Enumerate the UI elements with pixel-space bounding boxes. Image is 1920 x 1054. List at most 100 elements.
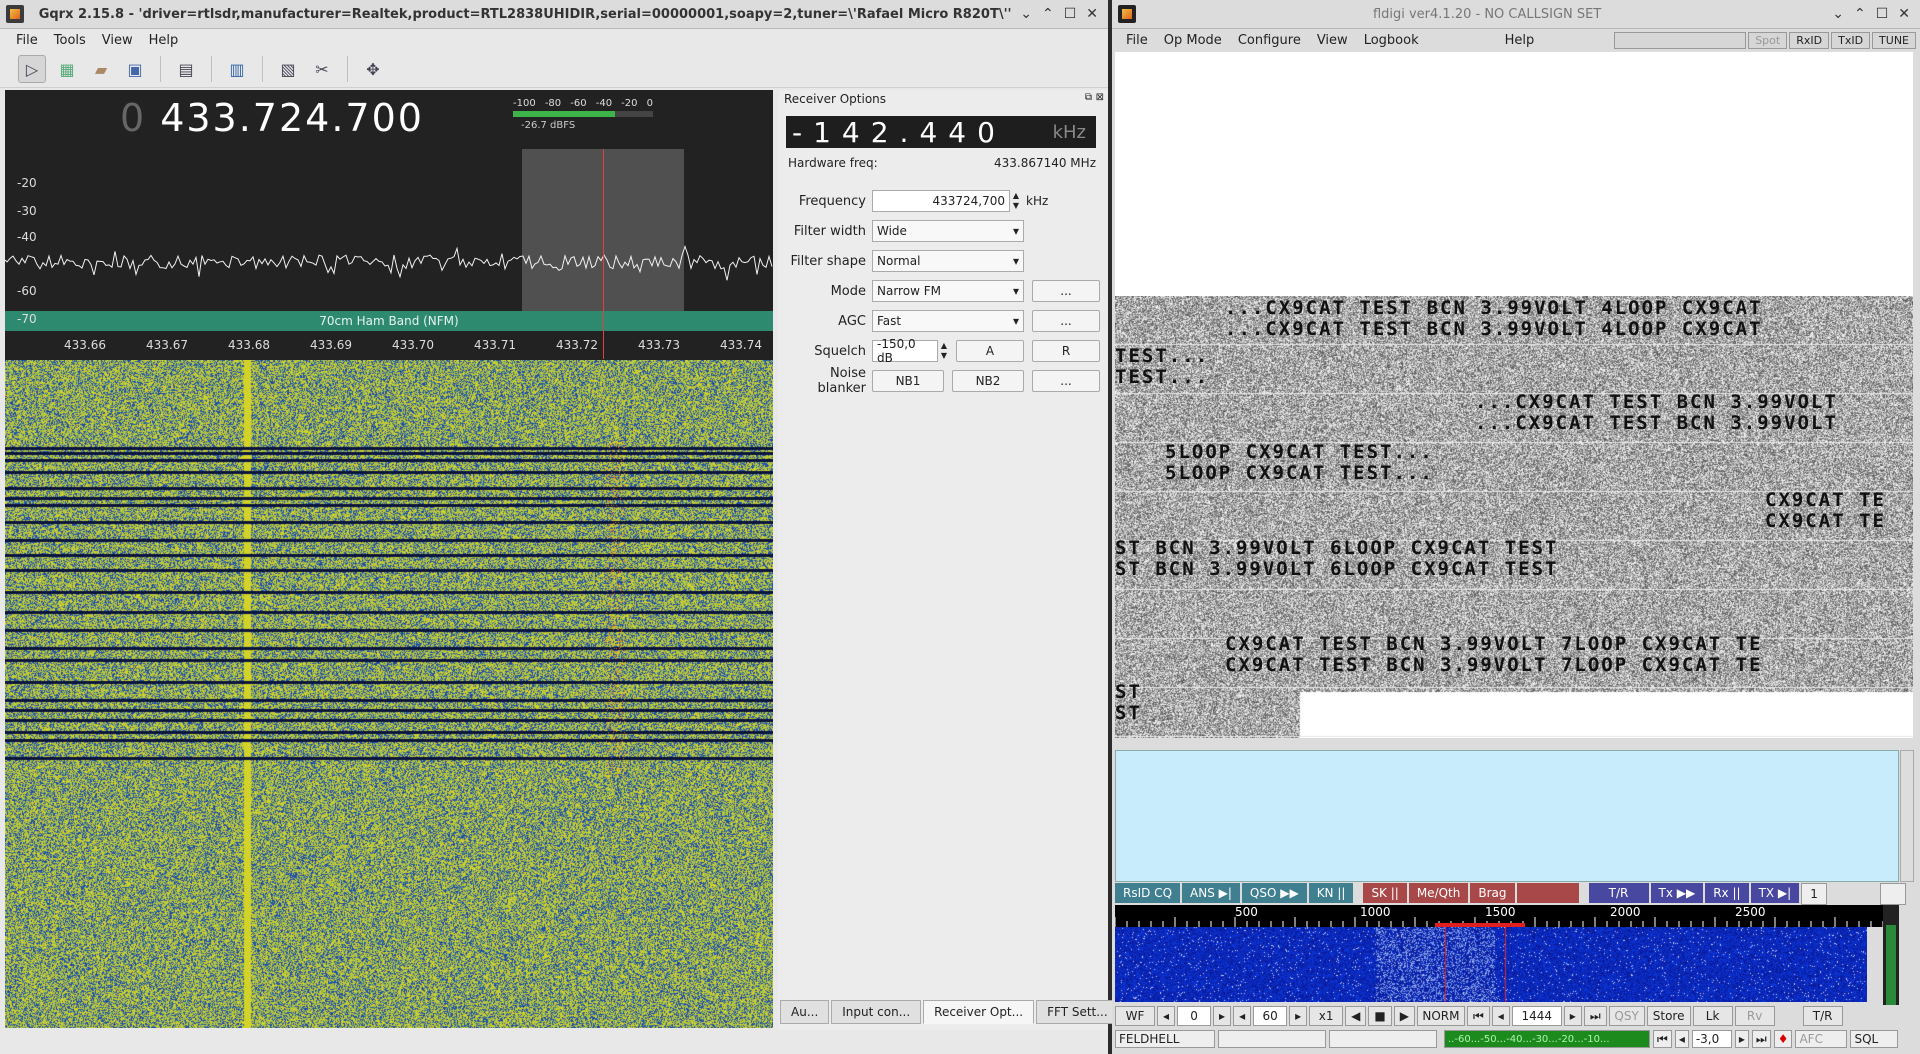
bookmark-icon[interactable]: ▤ <box>178 59 194 79</box>
nb2-button[interactable]: NB2 <box>952 370 1024 392</box>
wf-right-icon[interactable]: ▶ <box>1393 1006 1415 1026</box>
fast-forward-icon[interactable]: ⏭ <box>1751 1030 1771 1048</box>
close-icon[interactable]: ✕ <box>1086 6 1098 22</box>
tab-fft-settings[interactable]: FFT Sett... <box>1036 1000 1119 1024</box>
wf-speed-button[interactable]: NORM <box>1416 1006 1465 1026</box>
float-icon[interactable]: ⧉ <box>1084 92 1092 103</box>
spectrum-icon[interactable]: ▥ <box>229 59 245 79</box>
offset-display[interactable]: -142.440 kHz <box>786 116 1096 149</box>
squelch-auto-button[interactable]: A <box>956 340 1024 362</box>
wf-range-input[interactable]: 60 <box>1253 1006 1288 1026</box>
squelch-spinner-icon[interactable]: ▲ ▼ <box>940 341 948 360</box>
macro-bank-indicator[interactable] <box>1880 883 1906 905</box>
transmit-text-area[interactable] <box>1115 750 1899 882</box>
carrier-freq-input[interactable]: 1444 <box>1511 1006 1562 1026</box>
nb-options-button[interactable]: ... <box>1032 370 1100 392</box>
arrow-left-icon[interactable]: ◂ <box>1157 1006 1176 1026</box>
reverse-toggle[interactable]: Rv <box>1734 1006 1775 1026</box>
filter-shape-select[interactable]: Normal ▾ <box>872 250 1024 272</box>
macro-rx[interactable]: Rx || <box>1705 883 1749 903</box>
menu-file[interactable]: File <box>1126 32 1148 48</box>
macro-tx-stop[interactable]: TX ▶| <box>1750 883 1800 903</box>
rewind-icon[interactable]: ⏮ <box>1653 1030 1672 1048</box>
maximize-icon[interactable]: ☐ <box>1063 6 1077 22</box>
macro-qso[interactable]: QSO ▶▶ <box>1241 883 1307 903</box>
macro-empty[interactable] <box>1516 883 1579 903</box>
waterfall-scale[interactable]: 500 1000 1500 2000 2500 <box>1115 905 1885 927</box>
agc-options-button[interactable]: ... <box>1032 310 1100 332</box>
minimize-icon[interactable]: ⌄ <box>1020 6 1032 22</box>
step-forward-icon[interactable]: ▸ <box>1734 1030 1749 1048</box>
tuning-line[interactable] <box>603 149 604 359</box>
menu-tools[interactable]: Tools <box>53 32 86 48</box>
menu-help[interactable]: Help <box>1504 32 1535 48</box>
menu-op-mode[interactable]: Op Mode <box>1163 32 1222 48</box>
macro-sk[interactable]: SK || <box>1363 883 1407 903</box>
frequency-spinner-icon[interactable]: ▲ ▼ <box>1012 191 1020 210</box>
mode-options-button[interactable]: ... <box>1032 280 1100 302</box>
menu-file[interactable]: File <box>16 32 38 48</box>
feldhell-receive-panel[interactable] <box>1115 296 1913 738</box>
minimize-icon[interactable]: ⌄ <box>1832 6 1844 22</box>
lock-toggle[interactable]: Lk <box>1692 1006 1733 1026</box>
nb1-button[interactable]: NB1 <box>872 370 944 392</box>
macro-set-index[interactable]: 1 <box>1801 883 1827 905</box>
store-button[interactable]: Store <box>1646 1006 1691 1026</box>
wf-left-icon[interactable]: ◀ <box>1345 1006 1367 1026</box>
wf-pause-icon[interactable]: ■ <box>1368 1006 1392 1026</box>
restore-icon[interactable]: ⌃ <box>1041 6 1054 22</box>
tr-toggle[interactable]: T/R <box>1802 1006 1843 1026</box>
afc-toggle[interactable]: AFC <box>1795 1030 1848 1048</box>
sql-toggle[interactable]: SQL <box>1850 1030 1899 1048</box>
arrow-left-icon[interactable]: ◂ <box>1233 1006 1252 1026</box>
macro-ans[interactable]: ANS ▶| <box>1182 883 1240 903</box>
maximize-icon[interactable]: ☐ <box>1875 6 1889 22</box>
step-forward-icon[interactable]: ▸ <box>1563 1006 1582 1026</box>
frequency-display[interactable]: 0 433.724.700 <box>120 96 424 140</box>
menu-view[interactable]: View <box>1316 32 1348 48</box>
device-icon[interactable]: ▦ <box>59 59 75 79</box>
tools-icon[interactable]: ✂ <box>315 59 329 79</box>
squelch-input[interactable]: -150,0 dB <box>872 337 938 365</box>
wf-zoom-button[interactable]: x1 <box>1309 1006 1344 1026</box>
macro-brag[interactable]: Brag <box>1470 883 1515 903</box>
step-back-icon[interactable]: ◂ <box>1674 1030 1689 1048</box>
frequency-value[interactable]: 433.724.700 <box>160 96 424 140</box>
tx-scrollbar[interactable] <box>1900 750 1914 882</box>
arrow-right-icon[interactable]: ▸ <box>1213 1006 1232 1026</box>
rxid-toggle[interactable]: RxID <box>1789 31 1830 49</box>
spot-toggle[interactable]: Spot <box>1748 31 1788 49</box>
squelch-reset-button[interactable]: R <box>1032 340 1100 362</box>
fast-forward-icon[interactable]: ⏭ <box>1583 1006 1607 1026</box>
restore-icon[interactable]: ⌃ <box>1853 6 1866 22</box>
macro-me-qth[interactable]: Me/Qth <box>1408 883 1469 903</box>
qsy-button[interactable]: QSY <box>1608 1006 1645 1026</box>
frequency-input[interactable]: 433724,700 <box>872 190 1010 212</box>
macro-kn[interactable]: KN || <box>1308 883 1354 903</box>
folder-open-icon[interactable]: ▰ <box>94 59 108 79</box>
menu-help[interactable]: Help <box>148 32 179 48</box>
macro-rsid-cq[interactable]: RsID CQ <box>1115 883 1181 903</box>
wf-offset-input[interactable]: 0 <box>1177 1006 1212 1026</box>
fldigi-waterfall[interactable] <box>1115 927 1867 1002</box>
agc-select[interactable]: Fast ▾ <box>872 310 1024 332</box>
save-icon[interactable]: ▣ <box>127 59 143 79</box>
panel-close-icon[interactable]: ⊠ <box>1095 92 1104 103</box>
receive-text-area[interactable] <box>1115 52 1913 296</box>
fullscreen-icon[interactable]: ✥ <box>366 59 380 79</box>
step-back-icon[interactable]: ◂ <box>1491 1006 1510 1026</box>
arrow-right-icon[interactable]: ▸ <box>1289 1006 1308 1026</box>
macro-tr[interactable]: T/R <box>1588 883 1649 903</box>
tab-receiver-options[interactable]: Receiver Opt... <box>923 1000 1035 1024</box>
play-icon[interactable]: ▷ <box>18 55 46 83</box>
tune-toggle[interactable]: TUNE <box>1872 31 1916 49</box>
txid-toggle[interactable]: TxID <box>1831 31 1871 49</box>
mode-status[interactable]: FELDHELL <box>1115 1030 1215 1048</box>
close-icon[interactable]: ✕ <box>1898 6 1910 22</box>
macro-tx[interactable]: Tx ▶▶ <box>1650 883 1704 903</box>
mode-select[interactable]: Narrow FM ▾ <box>872 280 1024 302</box>
rewind-icon[interactable]: ⏮ <box>1466 1006 1490 1026</box>
squelch-level-input[interactable]: -3,0 <box>1691 1030 1732 1048</box>
tab-input-controls[interactable]: Input con... <box>831 1000 922 1024</box>
tab-audio[interactable]: Au... <box>780 1000 830 1024</box>
